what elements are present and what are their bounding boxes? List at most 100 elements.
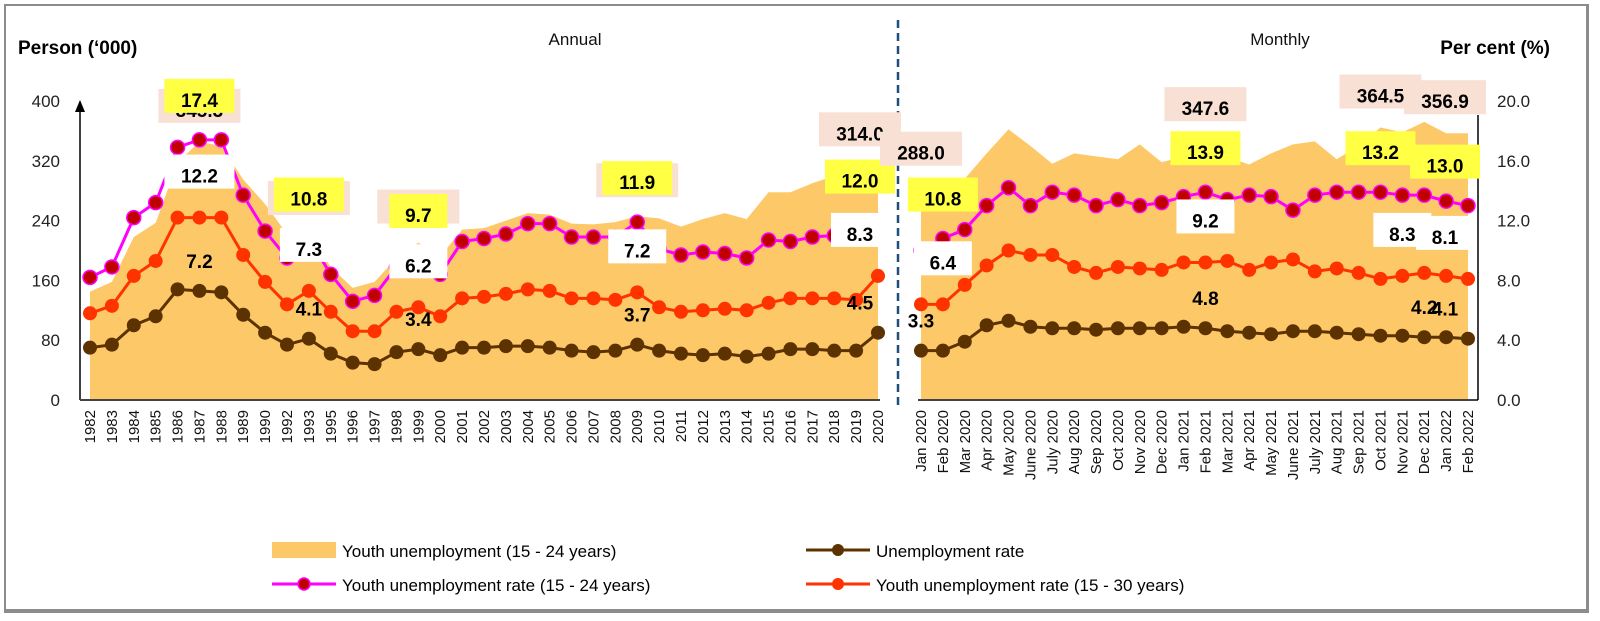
monthly-x-tick-label: Sep 2021 xyxy=(1351,410,1368,474)
monthly-unemployment-rate-point xyxy=(1417,330,1432,345)
annual-x-tick-label: 2007 xyxy=(585,410,602,443)
monthly-x-tick-label: May 2021 xyxy=(1263,410,1280,476)
annual-youth-rate-15-24-point xyxy=(147,194,164,211)
annual-unemployment-rate-point xyxy=(520,339,535,354)
data-label: 3.7 xyxy=(624,306,650,327)
data-label-box xyxy=(880,131,962,166)
monthly-x-tick-label: Jan 2021 xyxy=(1176,410,1193,472)
monthly-x-tick-label: Aug 2020 xyxy=(1066,410,1083,474)
annual-x-tick-label: 1995 xyxy=(323,410,340,443)
monthly-youth-rate-15-30-point xyxy=(914,297,928,312)
annual-x-tick-label: 2020 xyxy=(870,410,887,443)
monthly-youth-rate-15-30-point xyxy=(1110,259,1125,274)
monthly-youth-rate-15-24-point xyxy=(1000,179,1017,196)
monthly-unemployment-rate-point xyxy=(957,334,972,349)
legend-marker-youth-rate-15-30 xyxy=(832,578,844,590)
monthly-youth-rate-15-24-point xyxy=(1197,184,1214,200)
annual-unemployment-rate-point xyxy=(805,342,820,357)
annual-youth-rate-15-30-point xyxy=(608,292,623,307)
data-label: 9.2 xyxy=(1192,211,1218,232)
annual-youth-rate-15-30-point xyxy=(849,292,864,307)
annual-youth-rate-15-30-point xyxy=(367,324,382,339)
left-axis-tick-label: 320 xyxy=(32,152,60,171)
data-label-box xyxy=(1416,215,1474,250)
legend-label-youth-rate-15-30: Youth unemployment rate (15 - 30 years) xyxy=(876,576,1184,595)
data-label: 9.7 xyxy=(405,206,431,227)
monthly-x-tick-label: Nov 2020 xyxy=(1132,410,1149,474)
monthly-unemployment-rate-point xyxy=(1264,327,1279,342)
monthly-youth-rate-15-24-point xyxy=(1372,184,1389,200)
annual-x-tick-label: 2002 xyxy=(476,410,493,443)
annual-youth-rate-15-30-point xyxy=(520,282,535,297)
annual-youth-rate-15-30-point xyxy=(761,295,776,310)
monthly-unemployment-rate-point xyxy=(1176,319,1191,334)
right-axis-tick-label: 4.0 xyxy=(1497,331,1521,350)
monthly-youth-rate-15-30-point xyxy=(1307,264,1322,279)
data-label: 6.2 xyxy=(405,256,431,277)
annual-youth-rate-15-24-point xyxy=(169,139,186,156)
annual-unemployment-rate-point xyxy=(104,337,119,352)
data-label: 13.2 xyxy=(1362,143,1399,164)
monthly-youth-rate-15-30-point xyxy=(1176,255,1191,270)
annual-youth-rate-15-24-point xyxy=(235,187,251,203)
monthly-unemployment-rate-point xyxy=(1067,321,1082,336)
monthly-unemployment-rate-point xyxy=(914,343,928,358)
legend-label-unemployment-rate: Unemployment rate xyxy=(876,542,1024,561)
data-label: 8.3 xyxy=(847,225,873,246)
annual-x-tick-label: 1996 xyxy=(345,410,362,443)
monthly-unemployment-rate-point xyxy=(1154,321,1169,336)
annual-unemployment-rate-point xyxy=(170,282,185,297)
annual-x-tick-label: 2004 xyxy=(520,410,537,443)
annual-x-tick-label: 1993 xyxy=(301,410,318,443)
monthly-x-tick-label: Apr 2021 xyxy=(1241,410,1258,471)
monthly-x-tick-label: Aug 2021 xyxy=(1329,410,1346,474)
data-label: 10.8 xyxy=(924,190,961,211)
annual-youth-rate-15-24-point xyxy=(498,226,514,242)
monthly-youth-rate-15-24-point xyxy=(1285,202,1301,218)
data-label: 314.0 xyxy=(836,124,884,145)
monthly-x-tick-label: Mar 2020 xyxy=(957,410,974,473)
monthly-youth-rate-15-24-point xyxy=(1153,194,1170,211)
annual-youth-rate-15-30-point xyxy=(345,324,360,339)
data-label: 6.4 xyxy=(930,253,957,274)
monthly-youth-rate-15-24-point xyxy=(1438,193,1454,209)
annual-youth-rate-15-30-point xyxy=(214,210,229,225)
monthly-unemployment-rate-point xyxy=(1045,321,1060,336)
data-label: 7.3 xyxy=(296,240,322,261)
monthly-youth-rate-15-24-point xyxy=(1022,197,1039,214)
annual-unemployment-rate-point xyxy=(849,343,864,358)
annual-youth-rate-15-30-point xyxy=(498,286,513,301)
annual-youth-rate-15-24-point xyxy=(520,215,536,232)
annual-x-tick-label: 2019 xyxy=(848,410,865,443)
monthly-x-tick-label: Dec 2021 xyxy=(1416,410,1433,474)
legend-swatch-area xyxy=(272,542,336,558)
monthly-youth-rate-15-30-point xyxy=(1220,253,1235,268)
annual-unemployment-rate-point xyxy=(652,343,667,358)
annual-x-tick-label: 2011 xyxy=(673,410,690,442)
annual-youth-rate-15-30-point xyxy=(433,309,448,324)
annual-unemployment-rate-point xyxy=(367,357,382,372)
monthly-youth-rate-15-30-point xyxy=(1351,265,1366,280)
annual-x-tick-label: 1985 xyxy=(148,410,165,443)
right-axis-tick-label: 0.0 xyxy=(1497,391,1521,410)
annual-x-tick-label: 2015 xyxy=(761,410,778,443)
annual-youth-rate-15-30-point xyxy=(477,289,491,304)
annual-youth-rate-15-24-point xyxy=(213,132,230,148)
data-label-box xyxy=(164,154,235,189)
annual-x-tick-label: 2000 xyxy=(432,410,449,443)
legend-marker-unemployment-rate xyxy=(832,544,844,556)
monthly-x-tick-label: Mar 2021 xyxy=(1219,410,1236,473)
data-label: 4.8 xyxy=(1192,289,1218,310)
annual-youth-rate-15-30-point xyxy=(192,210,207,225)
monthly-unemployment-rate-point xyxy=(1242,325,1257,340)
monthly-unemployment-rate-point xyxy=(1089,322,1104,337)
annual-x-tick-label: 2014 xyxy=(739,410,756,443)
annual-unemployment-rate-point xyxy=(301,331,316,346)
annual-unemployment-rate-point xyxy=(783,342,798,357)
monthly-unemployment-rate-point xyxy=(1285,324,1300,339)
annual-unemployment-rate-point xyxy=(695,348,710,363)
monthly-youth-rate-15-30-point xyxy=(1417,265,1432,280)
annual-x-tick-label: 1998 xyxy=(388,410,405,443)
monthly-x-tick-label: July 2021 xyxy=(1307,410,1324,474)
annual-x-tick-label: 2009 xyxy=(629,410,646,443)
